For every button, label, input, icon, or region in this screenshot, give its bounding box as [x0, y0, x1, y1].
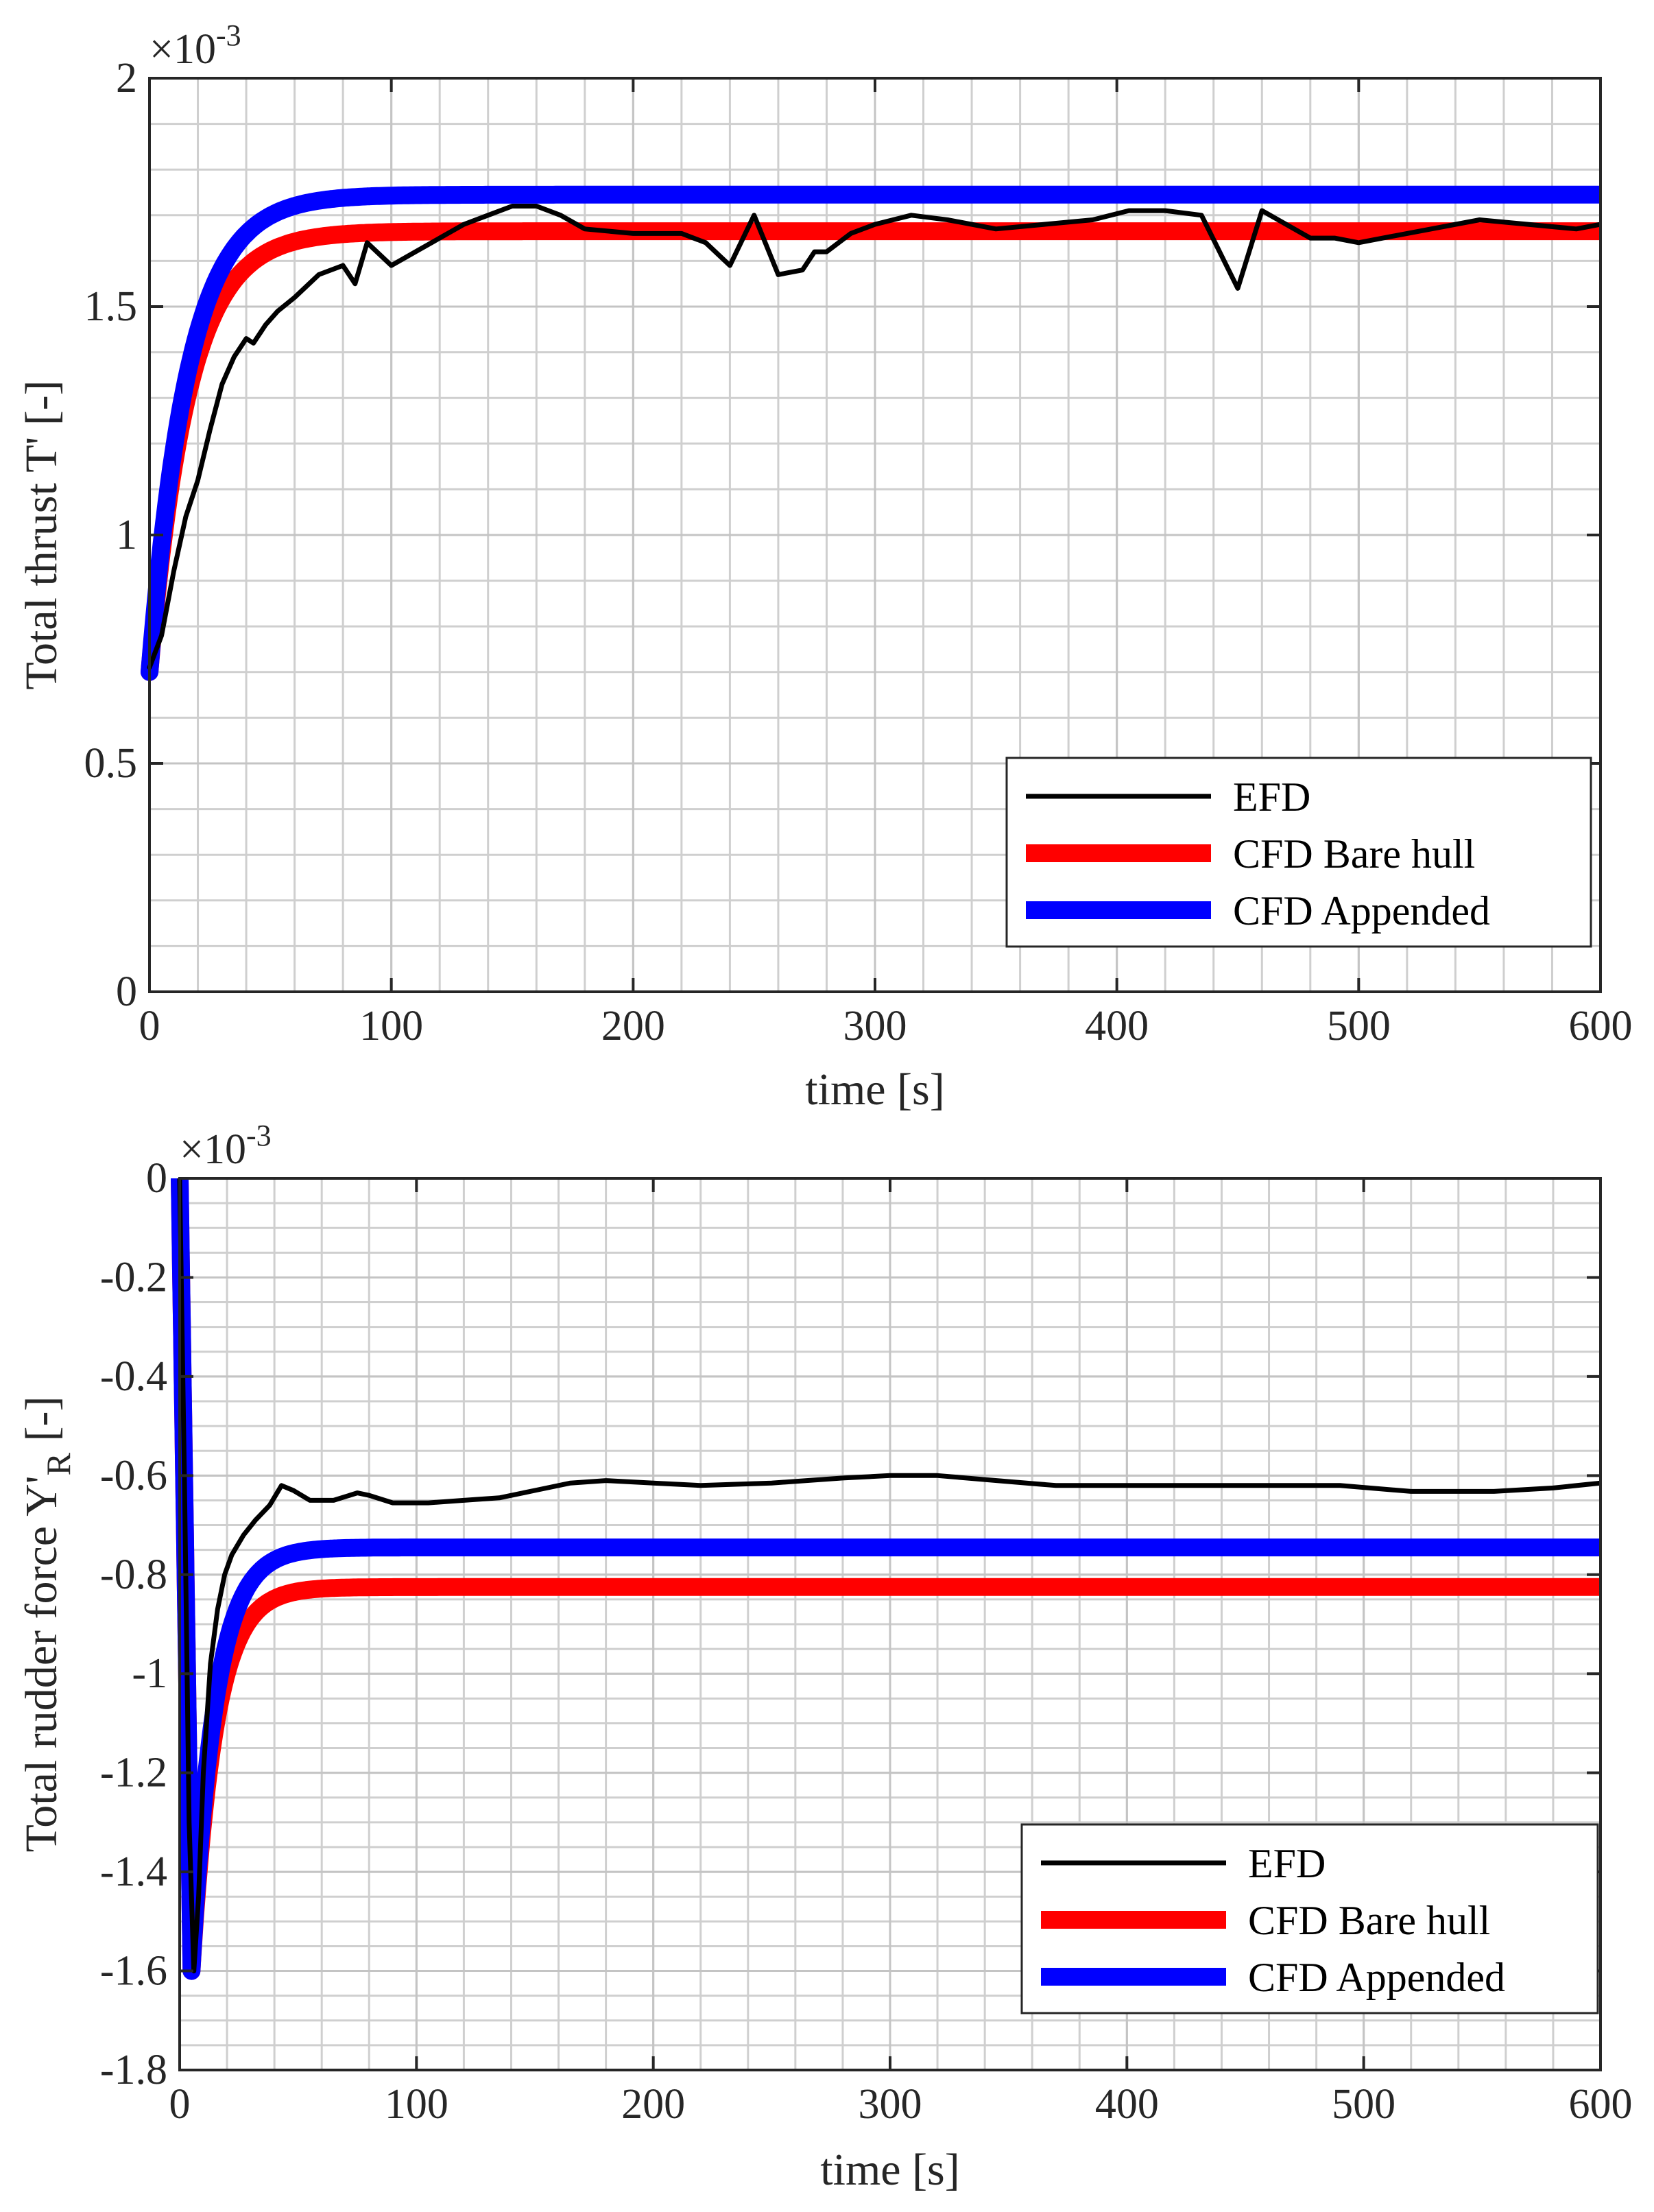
x-tick-label: 0 [139, 1003, 160, 1049]
thrust-y-exponent-base: ×10 [149, 26, 216, 73]
rudder-legend-label-efd: EFD [1248, 1841, 1326, 1886]
rudder-ticks: 0 100 200 300 400 500 600 -1.8 -1.6 -1.4 -1.2 -1 -0.… [100, 1155, 1633, 2128]
series-line-efd [147, 204, 1601, 670]
y-tick-label: 2 [116, 55, 137, 102]
x-tick-label: 300 [859, 2081, 922, 2128]
x-tick-label: 600 [1569, 2081, 1633, 2128]
y-tick-label: -0.6 [100, 1452, 167, 1499]
y-tick-label: 1 [116, 512, 137, 558]
x-tick-label: 0 [169, 2081, 191, 2128]
x-tick-label: 600 [1569, 1003, 1633, 1049]
thrust-ticks: 0 100 200 300 400 500 600 0 0.5 1 1.5 2 [84, 55, 1633, 1049]
x-tick-label: 500 [1332, 2081, 1395, 2128]
x-tick-label: 500 [1327, 1003, 1391, 1049]
rudder-y-axis-label-main: Total rudder force Y' [16, 1475, 67, 1852]
y-tick-label: -0.4 [100, 1353, 167, 1400]
series-line-cfd-bare-hull [141, 222, 1601, 681]
x-tick-label: 200 [601, 1003, 665, 1049]
x-tick-label: 200 [621, 2081, 685, 2128]
x-tick-label: 400 [1085, 1003, 1149, 1049]
y-tick-label: -1.6 [100, 1948, 167, 1995]
thrust-y-exponent-power: -3 [216, 19, 241, 52]
rudder-legend-label-appended: CFD Appended [1248, 1955, 1505, 2000]
thrust-series-lines [141, 185, 1601, 681]
rudder-legend-label-bare-hull: CFD Bare hull [1248, 1898, 1490, 1943]
rudder-y-exponent-power: -3 [246, 1119, 272, 1152]
y-tick-label: 0.5 [84, 740, 138, 787]
thrust-legend-label-bare-hull: CFD Bare hull [1233, 831, 1475, 877]
rudder-series-lines [171, 1178, 1601, 1980]
y-tick-label: -0.8 [100, 1551, 167, 1598]
y-tick-label: 1.5 [84, 283, 138, 330]
rudder-legend: EFD CFD Bare hull CFD Appended [1020, 1823, 1599, 2014]
series-line-cfd-bare-hull [171, 1178, 1601, 1980]
thrust-chart: 0 100 200 300 400 500 600 0 0.5 1 1.5 2 ×10-3 time … [16, 19, 1633, 1115]
series-line-cfd-appended [171, 1178, 1601, 1980]
rudder-y-axis-label-subscript: R [39, 1452, 77, 1475]
y-tick-label: -1 [132, 1650, 167, 1697]
y-tick-label: -1.2 [100, 1750, 167, 1796]
y-tick-label: -0.2 [100, 1254, 167, 1300]
y-tick-label: -1.4 [100, 1848, 167, 1895]
thrust-legend-label-appended: CFD Appended [1233, 888, 1490, 933]
thrust-x-axis-label: time [s] [805, 1065, 944, 1115]
rudder-x-axis-label: time [s] [820, 2145, 959, 2195]
rudder-y-axis-label-suffix: [-] [16, 1396, 67, 1453]
x-tick-label: 400 [1095, 2081, 1159, 2128]
rudder-chart: 0 100 200 300 400 500 600 -1.8 -1.6 -1.4 -1.2 -1 -0.… [16, 1119, 1633, 2195]
x-tick-label: 100 [385, 2081, 448, 2128]
rudder-grid [178, 1177, 1602, 2071]
series-line-cfd-appended [141, 185, 1601, 681]
rudder-y-exponent-base: ×10 [180, 1126, 246, 1173]
thrust-legend: EFD CFD Bare hull CFD Appended [1005, 757, 1592, 948]
x-tick-label: 300 [843, 1003, 907, 1049]
y-tick-label: 0 [146, 1155, 167, 1202]
y-tick-label: -1.8 [100, 2047, 167, 2093]
x-tick-label: 100 [359, 1003, 423, 1049]
thrust-legend-label-efd: EFD [1233, 774, 1310, 820]
series-line-efd [177, 1178, 1601, 1974]
rudder-y-exponent: ×10-3 [180, 1119, 272, 1173]
y-tick-label: 0 [116, 968, 137, 1015]
thrust-y-exponent: ×10-3 [149, 19, 241, 73]
thrust-y-axis-label: Total thrust T' [-] [16, 380, 67, 689]
rudder-y-axis-label: Total rudder force Y'R [-] [16, 1396, 77, 1853]
